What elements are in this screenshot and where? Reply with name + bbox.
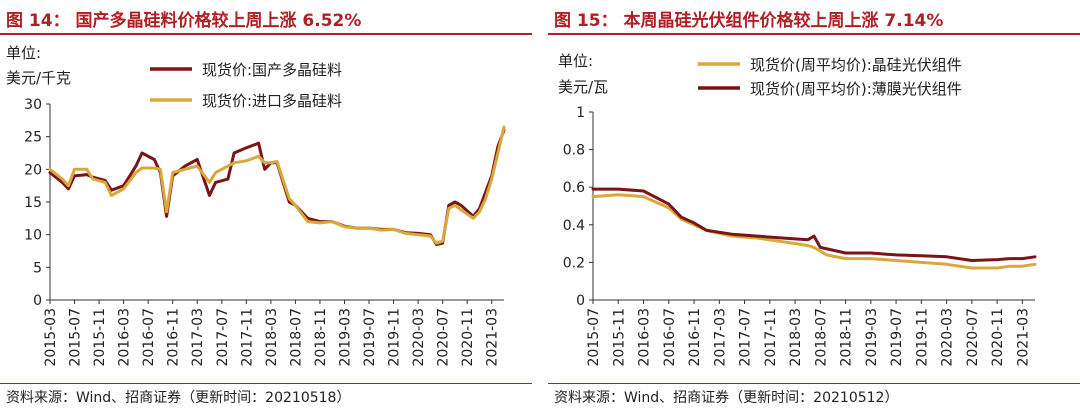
y-tick-label: 30 [24,97,42,113]
x-tick-label: 2020-03 [940,308,956,367]
x-tick-label: 2020-07 [965,308,981,367]
title-rule [0,33,532,35]
x-tick-label: 2020-11 [990,308,1006,367]
x-tick-label: 2016-03 [117,308,133,367]
x-tick-label: 2019-07 [362,308,378,367]
chart-title: 图 15： 本周晶硅光伏组件价格较上周上涨 7.14% [554,11,944,31]
y-tick-label: 0.2 [563,255,585,271]
y-unit-label: 单位: [6,44,41,62]
x-tick-label: 2018-11 [313,308,329,367]
x-tick-label: 2018-11 [839,308,855,367]
line-chart: 单位: 美元/瓦 0 0.2 0.4 0.6 0.8 1 2015-07 2015-11 2016-… [558,52,1037,367]
x-tick-label: 2020-11 [460,308,476,367]
y-unit-label: 美元/瓦 [558,78,608,96]
legend-label: 现货价(周平均价):晶硅光伏组件 [750,56,962,74]
y-tick-label: 25 [24,130,42,146]
x-tick-label: 2018-03 [788,308,804,367]
y-tick-label: 1 [576,105,585,121]
y-tick-label: 5 [33,260,42,276]
y-tick-label: 20 [24,162,42,178]
series-line [591,187,1037,262]
x-tick-label: 2015-11 [611,308,627,367]
line-chart: 单位: 美元/千克 0 5 10 15 20 25 30 2015-03 2015-07 2015-1… [6,44,506,367]
x-tick-label: 2016-07 [662,308,678,367]
x-tick-label: 2015-07 [68,308,84,367]
x-tick-label: 2018-07 [288,308,304,367]
x-tick-label: 2017-11 [239,308,255,367]
y-tick-label: 0.4 [563,218,585,234]
x-tick-label: 2016-07 [141,308,157,367]
x-tick-label: 2019-03 [864,308,880,367]
x-tick-label: 2021-03 [485,308,501,367]
series-line [591,193,1037,270]
x-tick-label: 2021-03 [1015,308,1031,367]
source-note: 资料来源：Wind、招商证券（更新时间：20210512） [554,390,899,406]
x-tick-label: 2019-11 [387,308,403,367]
chart-panel-right: 图 15： 本周晶硅光伏组件价格较上周上涨 7.14% 单位: 美元/瓦 0 0.2 0… [548,0,1080,412]
source-rule [548,383,1080,384]
y-unit-label: 美元/千克 [6,69,71,87]
y-unit-label: 单位: [558,52,593,70]
x-tick-label: 2016-11 [687,308,703,367]
x-tick-label: 2016-11 [166,308,182,367]
x-tick-label: 2017-07 [738,308,754,367]
y-tick-label: 0.6 [563,180,585,196]
x-tick-label: 2017-07 [215,308,231,367]
legend-label: 现货价(周平均价):薄膜光伏组件 [750,80,962,98]
series-line [48,128,506,246]
y-tick-label: 15 [24,195,42,211]
y-tick-label: 0 [33,293,42,309]
legend-label: 现货价:国产多晶硅料 [202,61,342,79]
x-tick-label: 2018-07 [813,308,829,367]
x-tick-label: 2015-07 [586,308,602,367]
x-tick-label: 2017-11 [763,308,779,367]
y-tick-label: 0.8 [563,143,585,159]
chart-panel-left: 图 14： 国产多晶硅料价格较上周上涨 6.52% 单位: 美元/千克 0 5 10 15… [0,0,532,412]
source-rule [0,383,532,384]
x-tick-label: 2018-03 [264,308,280,367]
title-rule [548,33,1080,35]
series-line [48,125,506,245]
x-tick-label: 2020-03 [411,308,427,367]
x-tick-label: 2016-03 [637,308,653,367]
x-tick-label: 2015-03 [43,308,59,367]
y-tick-label: 10 [24,228,42,244]
x-tick-label: 2019-03 [337,308,353,367]
x-tick-label: 2015-11 [92,308,108,367]
chart-title: 图 14： 国产多晶硅料价格较上周上涨 6.52% [6,11,362,31]
x-tick-label: 2019-11 [914,308,930,367]
x-tick-label: 2017-03 [190,308,206,367]
legend-label: 现货价:进口多晶硅料 [202,92,342,110]
y-tick-label: 0 [576,293,585,309]
source-note: 资料来源：Wind、招商证券（更新时间：20210518） [6,390,351,406]
x-tick-label: 2017-03 [712,308,728,367]
x-tick-label: 2020-07 [436,308,452,367]
x-tick-label: 2019-07 [889,308,905,367]
